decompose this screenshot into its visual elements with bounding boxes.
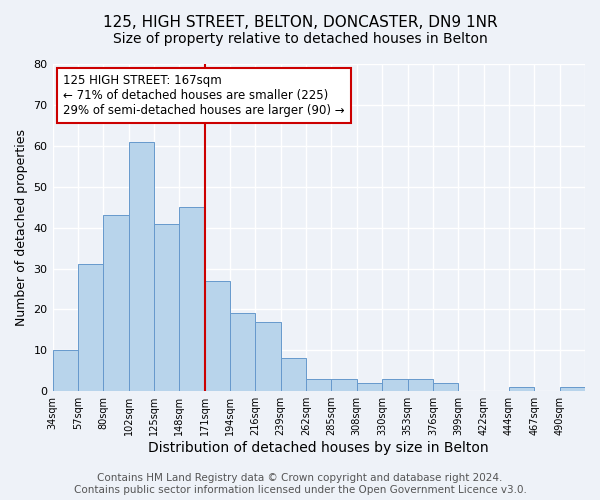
- Bar: [256, 322, 281, 391]
- Bar: [128, 142, 154, 391]
- Text: Size of property relative to detached houses in Belton: Size of property relative to detached ho…: [113, 32, 487, 46]
- Bar: [433, 383, 458, 391]
- Bar: [103, 216, 128, 391]
- Bar: [509, 387, 534, 391]
- Bar: [281, 358, 306, 391]
- Bar: [331, 379, 357, 391]
- Bar: [382, 379, 407, 391]
- Text: 125 HIGH STREET: 167sqm
← 71% of detached houses are smaller (225)
29% of semi-d: 125 HIGH STREET: 167sqm ← 71% of detache…: [63, 74, 345, 117]
- Bar: [154, 224, 179, 391]
- Text: 125, HIGH STREET, BELTON, DONCASTER, DN9 1NR: 125, HIGH STREET, BELTON, DONCASTER, DN9…: [103, 15, 497, 30]
- Y-axis label: Number of detached properties: Number of detached properties: [15, 129, 28, 326]
- Bar: [357, 383, 382, 391]
- Text: Contains HM Land Registry data © Crown copyright and database right 2024.
Contai: Contains HM Land Registry data © Crown c…: [74, 474, 526, 495]
- Bar: [407, 379, 433, 391]
- Bar: [179, 207, 205, 391]
- Bar: [78, 264, 103, 391]
- Bar: [560, 387, 585, 391]
- Bar: [230, 314, 256, 391]
- X-axis label: Distribution of detached houses by size in Belton: Distribution of detached houses by size …: [148, 441, 489, 455]
- Bar: [205, 281, 230, 391]
- Bar: [53, 350, 78, 391]
- Bar: [306, 379, 331, 391]
